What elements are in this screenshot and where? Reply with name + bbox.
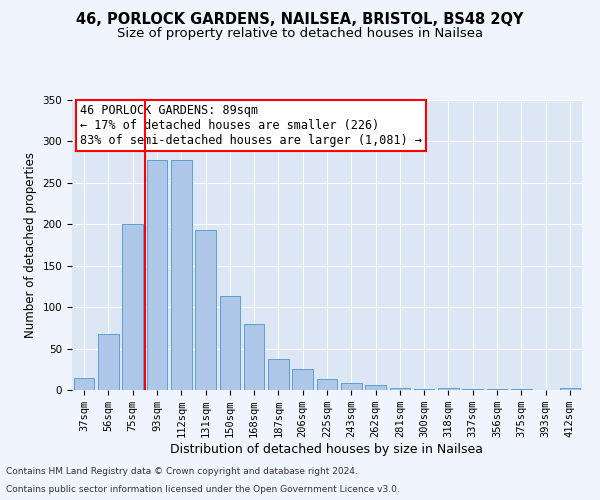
Bar	[122, 224, 143, 390]
Bar	[511, 389, 532, 390]
Bar	[292, 370, 313, 390]
Bar	[463, 389, 483, 390]
Bar	[195, 230, 216, 390]
Bar	[98, 334, 119, 390]
Bar	[244, 324, 265, 390]
Bar	[146, 160, 167, 390]
Bar	[171, 160, 191, 390]
Bar	[74, 378, 94, 390]
Bar	[220, 296, 240, 390]
Text: 46 PORLOCK GARDENS: 89sqm
← 17% of detached houses are smaller (226)
83% of semi: 46 PORLOCK GARDENS: 89sqm ← 17% of detac…	[80, 104, 422, 148]
Bar	[341, 384, 362, 390]
Text: 46, PORLOCK GARDENS, NAILSEA, BRISTOL, BS48 2QY: 46, PORLOCK GARDENS, NAILSEA, BRISTOL, B…	[76, 12, 524, 28]
Bar	[317, 379, 337, 390]
Bar	[268, 358, 289, 390]
Text: Contains public sector information licensed under the Open Government Licence v3: Contains public sector information licen…	[6, 485, 400, 494]
Bar	[414, 389, 434, 390]
Bar	[438, 388, 459, 390]
Bar	[389, 388, 410, 390]
Text: Contains HM Land Registry data © Crown copyright and database right 2024.: Contains HM Land Registry data © Crown c…	[6, 467, 358, 476]
Text: Size of property relative to detached houses in Nailsea: Size of property relative to detached ho…	[117, 28, 483, 40]
Bar	[560, 388, 580, 390]
X-axis label: Distribution of detached houses by size in Nailsea: Distribution of detached houses by size …	[170, 443, 484, 456]
Bar	[487, 389, 508, 390]
Bar	[365, 385, 386, 390]
Y-axis label: Number of detached properties: Number of detached properties	[24, 152, 37, 338]
